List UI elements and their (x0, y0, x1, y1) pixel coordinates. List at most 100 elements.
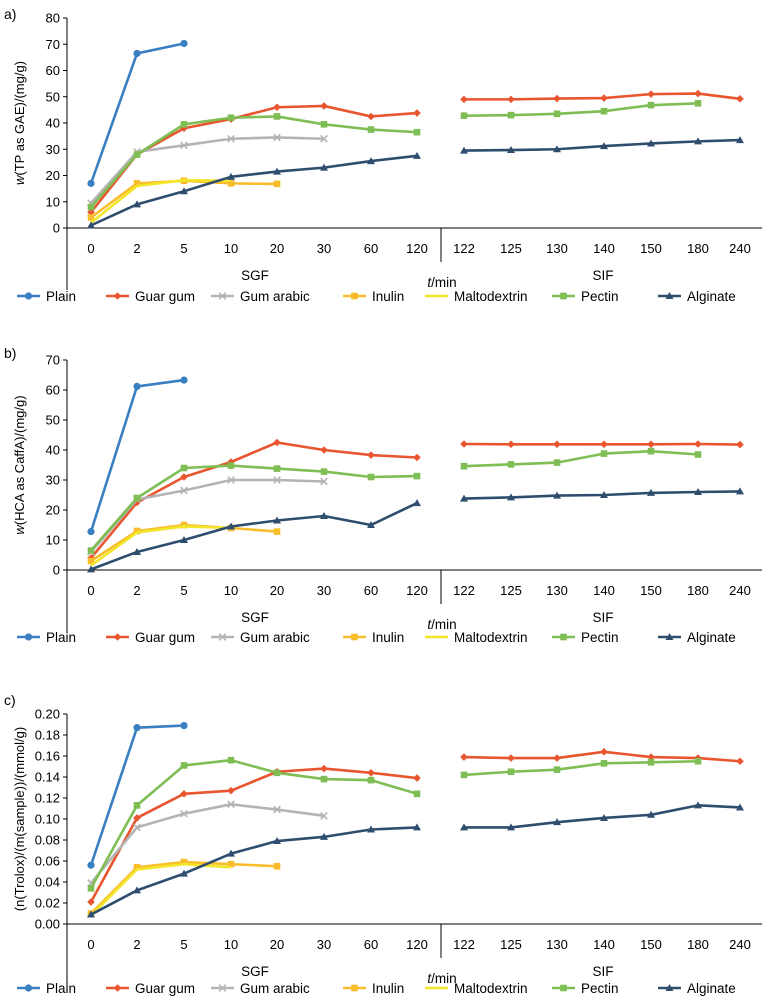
series-pectin (87, 447, 702, 554)
x-tick-label: 130 (546, 937, 568, 952)
data-point (320, 512, 328, 519)
legend-label: Plain (46, 981, 76, 996)
data-point (736, 487, 744, 495)
legend-label: Alginate (687, 630, 736, 645)
series-line (90, 862, 232, 917)
x-tick-label: 150 (640, 937, 662, 952)
data-point (87, 208, 95, 217)
x-tick-label: 240 (729, 241, 751, 256)
data-point (227, 849, 235, 857)
data-point (87, 221, 95, 229)
data-point (413, 109, 421, 117)
data-point (413, 151, 421, 159)
x-tick-label: 60 (364, 241, 378, 256)
legend-item: Pectin (552, 630, 619, 645)
y-tick-label: 0.02 (35, 896, 60, 911)
data-point (413, 472, 421, 480)
series-line (463, 102, 699, 117)
x-tick-label: 30 (317, 583, 331, 598)
x-tick-label: 5 (180, 241, 187, 256)
series-maltodextrin (90, 178, 232, 224)
data-point (87, 547, 95, 554)
x-tick-label: 150 (640, 241, 662, 256)
y-axis-title-rest: (HCA as CaffA)/(mg/g) (12, 395, 27, 525)
data-point (367, 112, 375, 121)
data-point (180, 762, 188, 769)
panel-label: c) (4, 692, 16, 708)
chart-panel-2: b) 0 10 20 30 40 50 60 70 0 2 5 10 20 30 60 120 122 125 130… (4, 345, 762, 645)
data-point (367, 126, 375, 133)
data-point (553, 110, 561, 118)
legend-label: Maltodextrin (454, 289, 528, 304)
series-line (90, 501, 418, 571)
data-point (320, 121, 328, 128)
data-point (367, 473, 375, 481)
legend-swatch-marker (560, 292, 567, 300)
data-point (507, 823, 515, 831)
legend-swatch-marker (665, 633, 674, 640)
x-tick-label: 60 (364, 583, 378, 598)
legend-swatch-marker (560, 633, 567, 641)
y-tick-label: 0.14 (35, 770, 60, 785)
data-point (133, 49, 141, 58)
legend-item: Alginate (658, 981, 736, 996)
y-tick-label: 0.20 (35, 707, 60, 722)
data-point (694, 100, 702, 107)
series-alginate (87, 136, 744, 229)
data-point (227, 522, 235, 530)
x-tick-label: 0 (87, 937, 94, 952)
data-point (273, 167, 281, 175)
legend-swatch-marker (113, 292, 122, 300)
data-point (133, 548, 141, 555)
data-point (87, 528, 95, 536)
legend-item: Gum arabic (211, 981, 310, 996)
data-point (367, 776, 375, 784)
legend-label: Alginate (687, 981, 736, 996)
legend-label: Gum arabic (240, 630, 310, 645)
data-point (87, 179, 95, 187)
data-point (180, 721, 188, 730)
data-point (694, 440, 702, 448)
data-point (273, 476, 281, 484)
legend-item: Maltodextrin (425, 630, 528, 645)
x-tick-label: 140 (593, 583, 615, 598)
legend-label: Guar gum (135, 630, 195, 645)
data-point (647, 810, 655, 818)
series-plain (87, 39, 188, 187)
x-tick-label: 10 (224, 241, 238, 256)
data-point (320, 163, 328, 171)
data-point (460, 494, 468, 502)
x-tick-label: 140 (593, 937, 615, 952)
series-line (90, 115, 418, 208)
data-point (647, 101, 655, 109)
legend-swatch-marker (665, 292, 674, 299)
data-point (180, 536, 188, 543)
data-point (507, 111, 515, 119)
y-tick-label: 0.18 (35, 728, 60, 743)
data-point (507, 754, 515, 762)
data-point (320, 775, 328, 783)
data-point (460, 823, 468, 831)
x-tick-label: 120 (406, 583, 428, 598)
legend-item: Maltodextrin (425, 289, 528, 304)
data-point (507, 440, 515, 449)
data-point (413, 823, 421, 831)
legend-label: Pectin (581, 981, 619, 996)
data-point (647, 90, 655, 98)
data-point (553, 818, 561, 826)
legend-label: Inulin (372, 630, 404, 645)
data-point (133, 814, 141, 822)
x-tick-label: 180 (687, 241, 709, 256)
data-point (736, 440, 744, 449)
data-point (133, 886, 141, 894)
y-tick-label: 30 (46, 473, 60, 488)
y-axis-title: w(HCA as CaffA)/(mg/g) (12, 395, 27, 534)
y-tick-label: 0.04 (35, 875, 60, 890)
data-point (87, 557, 95, 565)
data-point (273, 862, 281, 870)
x-tick-label: 120 (406, 937, 428, 952)
data-point (600, 142, 608, 150)
data-point (227, 476, 235, 484)
x-tick-label: 0 (87, 241, 94, 256)
legend-item: Guar gum (106, 981, 195, 996)
